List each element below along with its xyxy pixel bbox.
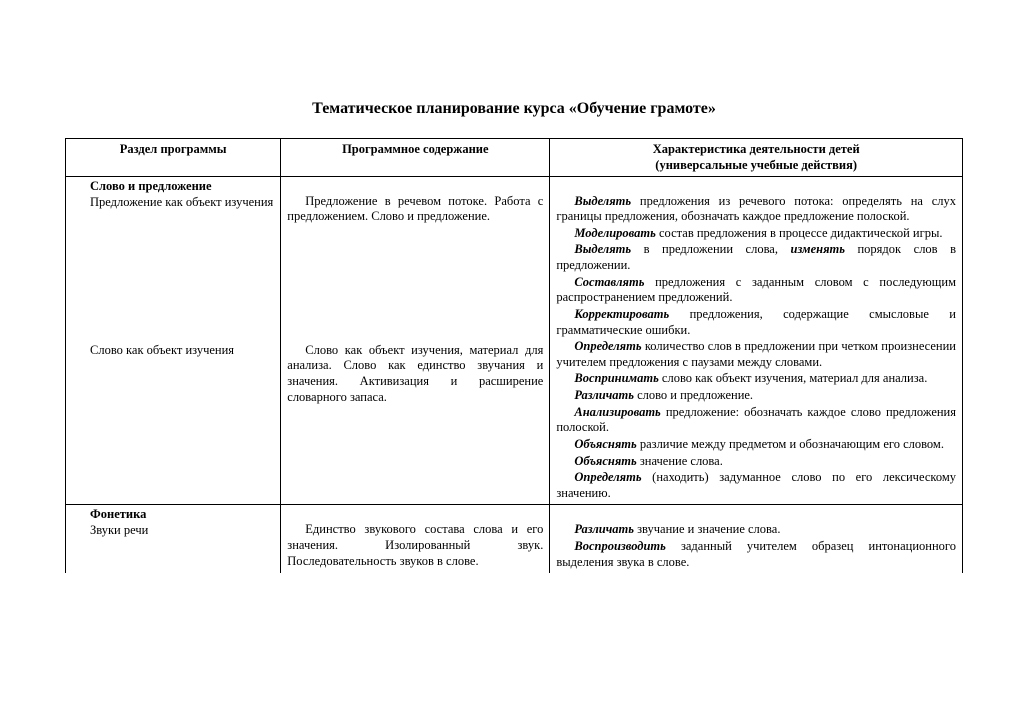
table-header-row: Раздел программы Программное содержание … — [66, 139, 963, 177]
activity-line: Составлять предложения с заданным словом… — [556, 275, 956, 306]
header-content: Программное содержание — [281, 139, 550, 177]
cell-content: Предложение в речевом потоке. Работа с п… — [281, 176, 550, 505]
curriculum-table: Раздел программы Программное содержание … — [65, 138, 963, 573]
table-row: Фонетика Звуки речи Единство звукового с… — [66, 505, 963, 573]
cell-content: Единство звукового состава слова и его з… — [281, 505, 550, 573]
activity-line: Объяснять значение слова. — [556, 454, 956, 470]
header-activity: Характеристика деятельности детей (униве… — [550, 139, 963, 177]
activity-line: Объяснять различие между предметом и обо… — [556, 437, 956, 453]
document-page: Тематическое планирование курса «Обучени… — [0, 0, 1028, 593]
activity-line: Корректировать предложения, содержащие с… — [556, 307, 956, 338]
activity-line: Воспринимать слово как объект изучения, … — [556, 371, 956, 387]
section-sub: Звуки речи — [72, 523, 274, 539]
activity-line: Выделять в предложении слова, изменять п… — [556, 242, 956, 273]
section-heading: Фонетика — [72, 507, 274, 522]
activity-line: Воспроизводить заданный учителем образец… — [556, 539, 956, 570]
activity-line: Определять (находить) задуманное слово п… — [556, 470, 956, 501]
content-text: Предложение в речевом потоке. Работа с п… — [287, 194, 543, 225]
activity-line: Различать слово и предложение. — [556, 388, 956, 404]
cell-section: Слово и предложение Предложение как объе… — [66, 176, 281, 505]
cell-activity: Выделять предложения из речевого потока:… — [550, 176, 963, 505]
cell-activity: Различать звучание и значение слова. Вос… — [550, 505, 963, 573]
section-heading: Слово и предложение — [72, 179, 274, 194]
section-sub: Предложение как объект изучения — [72, 195, 274, 211]
table-row: Слово и предложение Предложение как объе… — [66, 176, 963, 505]
activity-line: Моделировать состав предложения в процес… — [556, 226, 956, 242]
activity-line: Определять количество слов в предложении… — [556, 339, 956, 370]
activity-line: Анализировать предложение: обозначать ка… — [556, 405, 956, 436]
activity-line: Выделять предложения из речевого потока:… — [556, 194, 956, 225]
content-text: Слово как объект изучения, материал для … — [287, 343, 543, 406]
activity-line: Различать звучание и значение слова. — [556, 522, 956, 538]
cell-section: Фонетика Звуки речи — [66, 505, 281, 573]
page-title: Тематическое планирование курса «Обучени… — [65, 100, 963, 118]
section-sub: Слово как объект изучения — [72, 343, 274, 359]
header-section: Раздел программы — [66, 139, 281, 177]
content-text: Единство звукового состава слова и его з… — [287, 522, 543, 569]
